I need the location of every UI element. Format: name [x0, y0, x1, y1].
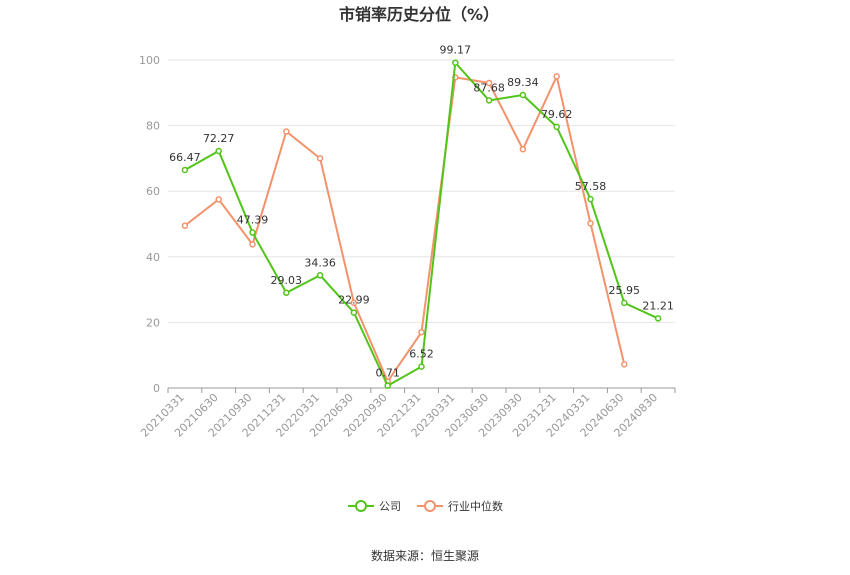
legend[interactable]: 公司 行业中位数: [348, 499, 503, 513]
data-point-company: [621, 299, 628, 307]
legend-item[interactable]: 公司: [348, 500, 401, 513]
data-point-industry-median: [485, 79, 493, 87]
data-point-industry-median: [587, 220, 594, 227]
data-point-industry-median: [249, 241, 256, 248]
data-label: 29.03: [271, 274, 303, 287]
data-label: 21.21: [642, 299, 674, 312]
data-point-company: [553, 123, 560, 131]
data-point-company: [519, 91, 527, 99]
data-point-company: [181, 166, 189, 174]
data-label: 79.62: [541, 108, 573, 121]
legend-marker: [424, 500, 436, 512]
legend-label: 行业中位数: [448, 499, 503, 513]
data-point-company: [384, 382, 391, 389]
legend-item[interactable]: 行业中位数: [417, 499, 503, 513]
data-label: 66.47: [169, 151, 201, 164]
source-note: 数据来源：恒生聚源: [371, 548, 479, 563]
data-label: 6.52: [409, 348, 434, 361]
y-tick-label: 40: [146, 251, 160, 264]
data-point-company: [283, 289, 290, 297]
data-label: 25.95: [609, 284, 641, 297]
data-label: 89.34: [507, 76, 539, 89]
y-tick-label: 100: [139, 54, 160, 67]
data-label: 34.36: [304, 256, 336, 269]
x-axis: 2021033120210630202109302021123120220331…: [138, 388, 676, 440]
data-point-company: [316, 272, 324, 279]
data-point-industry-median: [316, 155, 324, 162]
data-point-company: [215, 147, 222, 155]
y-tick-label: 80: [146, 120, 160, 133]
y-tick-label: 0: [153, 382, 160, 395]
data-point-industry-median: [181, 222, 189, 229]
data-point-company: [418, 363, 425, 370]
data-point-industry-median: [283, 128, 290, 135]
y-axis: 0 20 40 60 80 100: [139, 54, 160, 395]
data-label: 47.39: [237, 214, 269, 227]
data-label: 87.68: [473, 81, 505, 94]
data-point-industry-median: [350, 299, 358, 306]
data-point-company: [485, 97, 493, 104]
legend-label: 公司: [379, 500, 401, 513]
grid: [168, 59, 675, 323]
data-point-company: [249, 229, 256, 236]
data-point-company: [587, 195, 594, 203]
data-point-industry-median: [553, 73, 560, 80]
data-point-industry-median: [621, 361, 628, 368]
data-label: 99.17: [440, 44, 472, 57]
y-tick-label: 60: [146, 185, 160, 198]
series-group: [181, 59, 662, 389]
data-label: 72.27: [203, 132, 235, 145]
data-label: 57.58: [575, 180, 607, 193]
data-point-company: [452, 59, 459, 66]
data-label: 0.71: [375, 367, 400, 380]
series-line-industry-median: [184, 73, 626, 384]
legend-marker: [355, 500, 367, 512]
data-point-company: [654, 315, 662, 322]
data-point-industry-median: [215, 196, 222, 203]
data-point-company: [350, 309, 358, 316]
data-label: 22.99: [338, 294, 370, 307]
chart-title: 市销率历史分位（%）: [339, 5, 499, 24]
y-tick-label: 20: [146, 316, 160, 329]
data-point-industry-median: [519, 145, 527, 153]
data-point-industry-median: [418, 328, 425, 336]
